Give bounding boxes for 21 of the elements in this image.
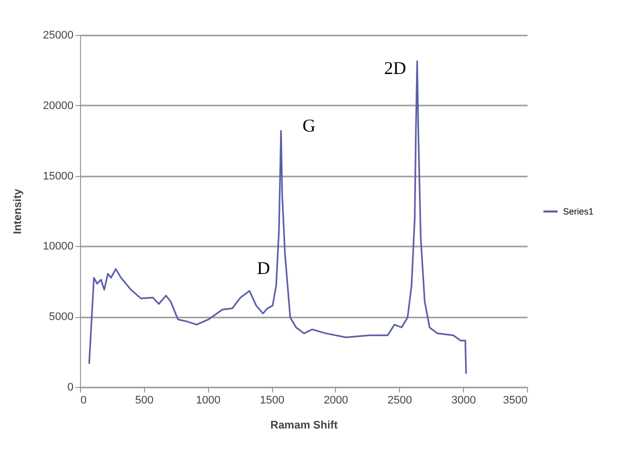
y-tick-label: 15000 — [42, 170, 74, 182]
x-axis-title: Ramam Shift — [270, 420, 338, 432]
y-tick-label: 0 — [67, 382, 74, 394]
y-tick-label: 25000 — [42, 30, 74, 42]
y-tick-label: 5000 — [49, 311, 74, 324]
y-tick-label: 10000 — [42, 240, 74, 253]
y-axis-title: Intensity — [12, 188, 24, 234]
x-tick-label: 2500 — [388, 394, 412, 406]
x-tick-label: 3500 — [503, 394, 528, 406]
x-tick-label: 2000 — [324, 394, 348, 406]
x-tick-label: 500 — [135, 394, 154, 406]
x-tick-label: 1000 — [196, 394, 220, 406]
x-tick-label: 0 — [80, 394, 87, 406]
annotation: D — [256, 258, 270, 278]
x-tick-label: 1500 — [260, 394, 284, 406]
x-tick-label: 3000 — [451, 394, 476, 406]
annotation: G — [302, 116, 316, 136]
legend-label: Series1 — [563, 206, 594, 216]
annotation: 2D — [384, 58, 406, 78]
line-series — [88, 60, 467, 374]
y-tick-label: 20000 — [42, 100, 74, 112]
